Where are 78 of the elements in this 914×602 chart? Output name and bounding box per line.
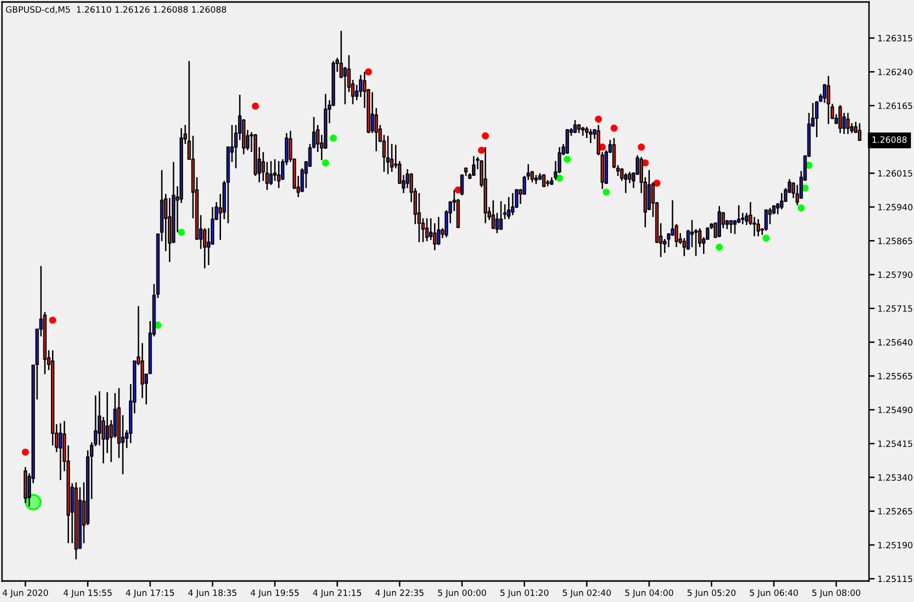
point (716, 244, 723, 251)
candlestick (585, 126, 588, 139)
point (482, 132, 489, 140)
candlestick (510, 192, 514, 216)
point (762, 234, 770, 242)
point (594, 116, 602, 123)
candlestick (744, 212, 748, 226)
y-tick-label: 1.25190 (878, 542, 912, 548)
candlestick (756, 218, 760, 237)
y-tick-label: 1.25340 (878, 474, 912, 481)
x-tick-label: 5 Jun 02:40 (562, 589, 611, 598)
candlestick (858, 122, 862, 142)
x-tick-label: 5 Jun 05:20 (688, 589, 736, 598)
y-tick-label: 1.25940 (878, 204, 912, 210)
candlestick (277, 160, 281, 189)
x-tick-label: 5 Jun 04:00 (625, 589, 674, 598)
point (602, 188, 610, 196)
x-tick-label: 5 Jun 06:40 (750, 589, 798, 598)
candlestick (577, 123, 581, 134)
x-tick-label: 4 Jun 21:15 (313, 589, 362, 598)
candlestick (417, 192, 421, 243)
point (322, 159, 330, 166)
y-tick-label: 1.25115 (878, 576, 912, 582)
candlestick (472, 155, 476, 177)
chart-title: GBPUSD-cd,M5 1.26110 1.26126 1.26088 1.26088 (6, 6, 226, 14)
point (22, 448, 29, 456)
point (330, 134, 337, 142)
y-tick-label: 1.25415 (878, 440, 912, 447)
x-tick-label: 4 Jun 22:35 (375, 589, 424, 598)
candlestick (499, 200, 503, 231)
y-tick-label: 1.25790 (878, 271, 912, 278)
candlestick (846, 112, 850, 135)
candlestick (581, 126, 585, 137)
candlestick (780, 192, 784, 210)
x-tick-label: 4 Jun 2020 (2, 589, 48, 598)
x-tick-label: 4 Jun 19:55 (250, 589, 299, 598)
candlestick (764, 208, 768, 232)
candlestick (838, 104, 842, 134)
x-tick-label: 4 Jun 17:15 (126, 590, 174, 598)
candlestick (573, 119, 577, 134)
candlestick (425, 218, 429, 242)
y-tick-label: 1.25565 (878, 372, 912, 380)
x-tick-label: 4 Jun 18:35 (188, 589, 236, 598)
y-tick-label: 1.25640 (878, 339, 912, 346)
y-tick-label: 1.26315 (878, 34, 912, 42)
candlestick (432, 222, 436, 251)
candlestick (542, 173, 546, 188)
point (252, 102, 259, 110)
x-tick-label: 5 Jun 00:00 (438, 589, 486, 598)
y-tick-label: 1.25490 (878, 406, 912, 414)
candlestick (624, 172, 628, 194)
point (610, 124, 618, 132)
candlestick (826, 75, 830, 125)
point (564, 156, 571, 163)
text: 1.26088 (872, 136, 907, 143)
candlestick (507, 196, 511, 220)
y-tick-label: 1.25865 (878, 238, 912, 244)
x-tick-label: 5 Jun 01:20 (500, 589, 548, 598)
point (364, 68, 372, 76)
x-tick-label: 5 Jun 08:00 (812, 589, 860, 598)
point (798, 204, 805, 212)
candlestick (386, 135, 390, 175)
y-tick-label: 1.25715 (878, 305, 912, 312)
y-tick-label: 1.25265 (878, 508, 912, 515)
candlestick (566, 128, 569, 155)
candlestick (406, 168, 410, 189)
y-tick-label: 1.26240 (878, 68, 912, 76)
candlestick (588, 128, 592, 144)
point (478, 146, 486, 154)
point (178, 228, 185, 236)
candlestick (491, 200, 495, 230)
point (638, 144, 645, 151)
y-tick-label: 1.26015 (878, 170, 912, 177)
y-tick-label: 1.26165 (878, 102, 912, 110)
candlestick (534, 174, 538, 185)
point (653, 180, 660, 187)
point (49, 316, 56, 324)
x-tick-label: 4 Jun 15:55 (64, 590, 112, 598)
